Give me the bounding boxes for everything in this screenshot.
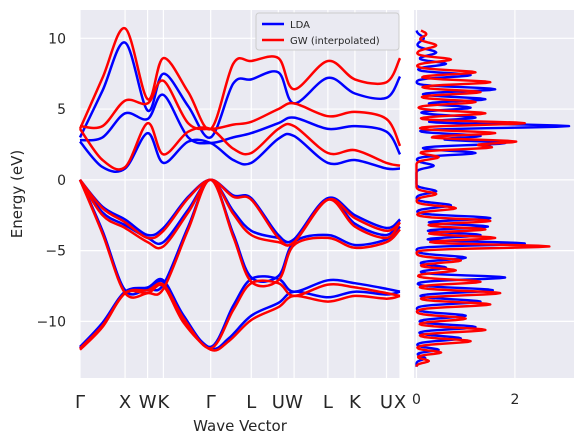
gw-band-line (78, 121, 401, 171)
band-y-tick-label: 10 (48, 31, 66, 47)
x-axis-title: Wave Vector (193, 417, 288, 435)
band-y-tick-label: −5 (45, 244, 66, 260)
gw-band-line (78, 178, 401, 299)
kpoint-label: K (157, 392, 170, 413)
band-plot-area (80, 10, 400, 378)
kpoint-label: X (394, 392, 406, 413)
gw-band-line (79, 279, 401, 350)
lda-band-line (79, 93, 402, 156)
kpoint-label: W (285, 392, 303, 413)
lda-band-line (79, 131, 401, 173)
legend-label-gw: GW (interpolated) (290, 36, 380, 47)
gw-dos-line (415, 29, 551, 368)
dos-lines (415, 29, 571, 368)
lda-band-line (78, 178, 402, 246)
kpoint-label: L (246, 392, 256, 413)
lda-band-line (79, 275, 401, 349)
gw-band-line (78, 27, 402, 131)
band-y-tick-label: 5 (57, 102, 66, 118)
legend-label-lda: LDA (290, 20, 310, 31)
legend-box (255, 12, 400, 51)
band-y-tick-label: 0 (57, 173, 66, 189)
dos-x-tick-label: 2 (510, 392, 519, 408)
gw-band-line (79, 79, 402, 147)
gw-band-line (79, 178, 401, 247)
kpoint-label: W (139, 392, 157, 413)
legend: LDA GW (interpolated) (255, 12, 400, 51)
band-y-tick-label: −10 (36, 314, 66, 330)
lda-band-line (78, 41, 402, 139)
kpoint-label: X (119, 392, 131, 413)
gw-band-line (78, 178, 402, 250)
kpoint-label: L (323, 392, 333, 413)
dos-x-tick-label: 0 (412, 392, 421, 408)
kpoint-label: Γ (75, 392, 85, 413)
kpoint-label: Γ (206, 392, 216, 413)
kpoint-label: U (272, 392, 285, 413)
kpoint-label: K (349, 392, 362, 413)
kpoint-label: U (380, 392, 393, 413)
band-lines (78, 27, 402, 352)
y-axis-title: Energy (eV) (8, 150, 26, 238)
